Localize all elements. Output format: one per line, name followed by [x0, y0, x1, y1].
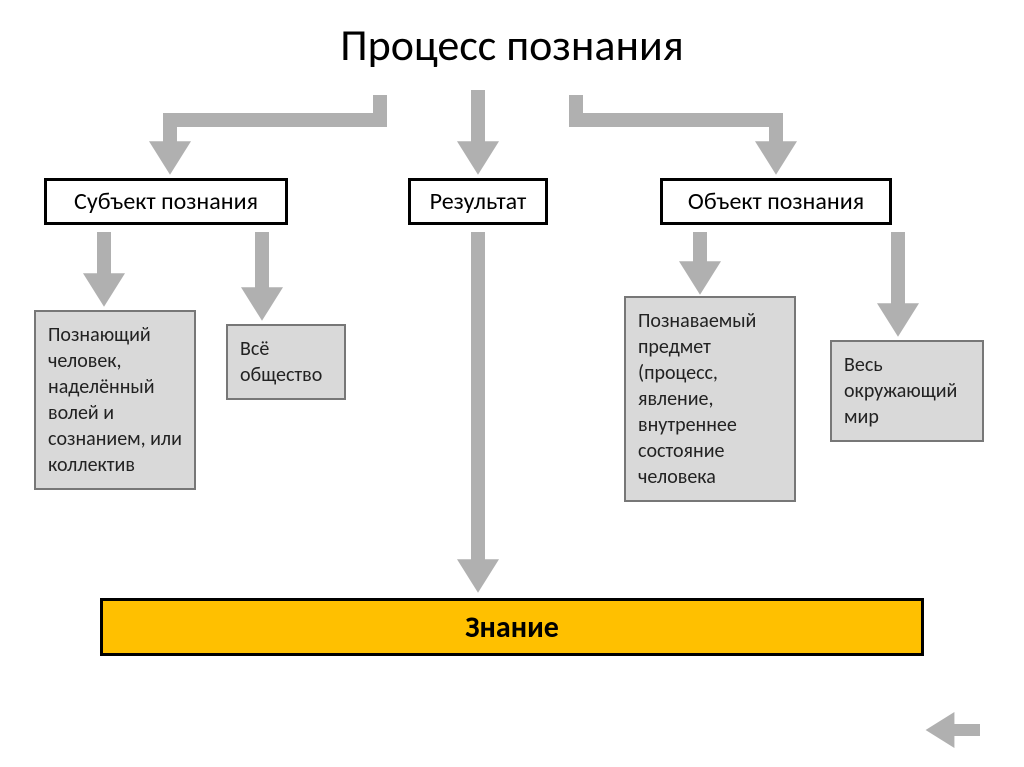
node-object-label: Объект познания: [688, 187, 864, 216]
arrow-title-to-subject: [170, 95, 380, 158]
node-result: Результат: [408, 178, 548, 225]
node-object-detail-1-label: Познаваемый предмет (процесс, явление, в…: [638, 309, 756, 489]
diagram-title: Процесс познания: [0, 18, 1024, 72]
node-object: Объект познания: [660, 178, 892, 225]
node-object-detail-1: Познаваемый предмет (процесс, явление, в…: [624, 296, 796, 502]
node-subject-label: Субъект познания: [74, 187, 258, 216]
node-subject-detail-2-label: Всё общество: [240, 337, 322, 387]
node-subject: Субъект познания: [44, 178, 288, 225]
node-object-detail-2: Весь окружающий мир: [830, 340, 984, 442]
node-knowledge: Знание: [100, 598, 924, 656]
node-subject-detail-1-label: Познающий человек, наделённый волей и со…: [48, 323, 182, 477]
node-subject-detail-1: Познающий человек, наделённый волей и со…: [34, 310, 196, 490]
node-knowledge-label: Знание: [465, 609, 559, 646]
node-result-label: Результат: [430, 187, 527, 216]
node-subject-detail-2: Всё общество: [226, 324, 346, 400]
arrow-title-to-object: [576, 95, 776, 158]
node-object-detail-2-label: Весь окружающий мир: [844, 353, 957, 429]
